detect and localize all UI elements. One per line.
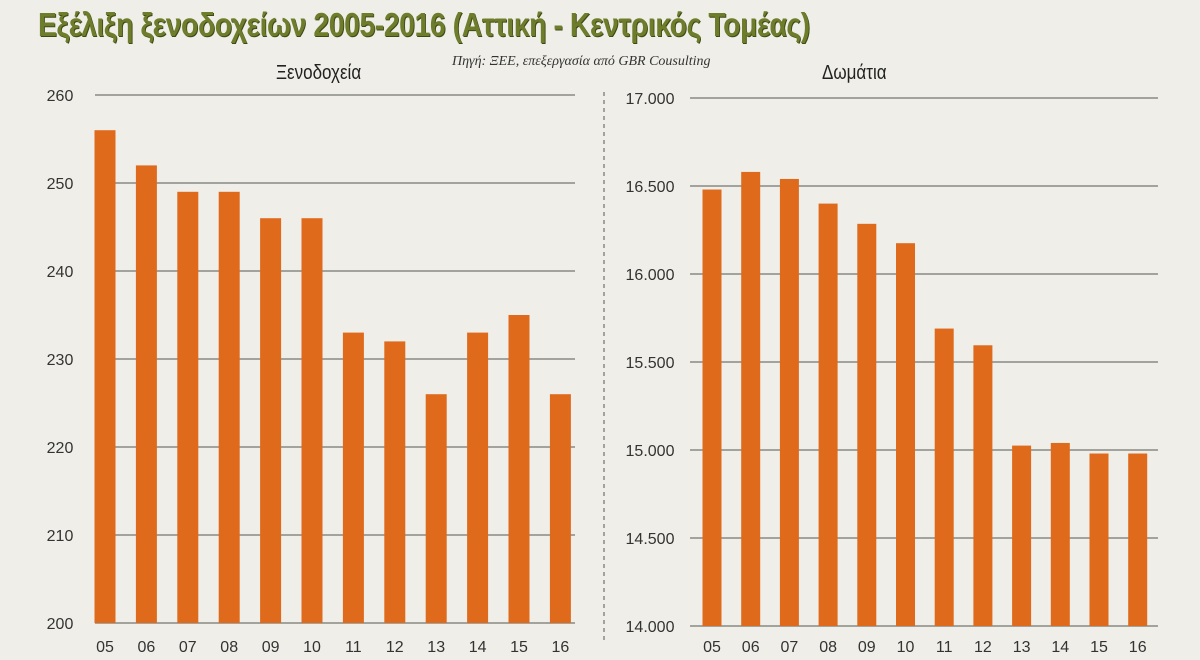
left-bar-10 [301,218,323,623]
right-x-tick-label: 05 [703,639,721,656]
right-x-tick-label: 09 [858,639,876,656]
right-x-tick-label: 12 [974,639,992,656]
right-x-tick-label: 15 [1090,639,1108,656]
right-bar-15 [1089,453,1109,626]
right-bar-07 [779,178,799,626]
left-x-tick-label: 12 [386,639,404,656]
right-y-tick-label: 15.000 [626,443,675,460]
left-bar-16 [549,394,571,623]
right-bar-05 [702,189,722,626]
right-y-tick-label: 16.000 [626,267,675,284]
left-bar-09 [260,218,282,623]
left-bar-05 [94,130,116,623]
left-bar-07 [177,191,199,624]
right-bar-11 [934,328,954,626]
left-x-tick-label: 10 [303,639,321,656]
left-x-tick-label: 05 [96,639,114,656]
left-x-tick-label: 06 [138,639,156,656]
left-y-tick-label: 200 [47,616,74,633]
right-y-tick-label: 14.000 [626,619,675,636]
right-chart-title: Δωμάτια [822,62,887,84]
right-x-tick-label: 16 [1129,639,1147,656]
left-y-tick-label: 250 [47,176,74,193]
left-x-tick-label: 15 [510,639,528,656]
left-x-tick-label: 14 [469,639,487,656]
right-x-tick-label: 07 [781,639,799,656]
right-y-tick-label: 14.500 [626,531,675,548]
left-chart-title: Ξενοδοχεία [276,62,362,84]
right-y-tick-label: 17.000 [626,91,675,108]
source-note: Πηγή: ΞΕΕ, επεξεργασία από GBR Cousultin… [452,54,711,69]
left-bar-06 [135,165,157,623]
left-bar-13 [425,394,447,623]
left-y-tick-label: 240 [47,264,74,281]
right-bar-13 [1012,445,1032,626]
left-y-tick-label: 220 [47,440,74,457]
left-x-tick-label: 16 [552,639,570,656]
right-x-tick-label: 13 [1013,639,1031,656]
right-bar-08 [818,203,838,626]
left-bar-15 [508,315,530,623]
right-bar-12 [973,345,993,626]
left-x-tick-label: 13 [427,639,445,656]
right-x-tick-label: 06 [742,639,760,656]
left-bar-08 [218,191,240,624]
right-bar-09 [857,223,877,626]
left-bar-11 [342,332,364,623]
right-x-tick-label: 08 [819,639,837,656]
right-bar-16 [1128,453,1148,626]
left-y-tick-label: 230 [47,352,74,369]
left-y-tick-label: 260 [47,88,74,105]
left-bar-12 [384,341,406,623]
left-x-tick-label: 11 [345,639,362,656]
right-y-tick-label: 15.500 [626,355,675,372]
right-y-tick-label: 16.500 [626,179,675,196]
right-bar-06 [741,171,761,627]
left-x-tick-label: 09 [262,639,280,656]
left-x-tick-label: 08 [220,639,238,656]
left-bar-14 [467,332,489,623]
left-y-tick-label: 210 [47,528,74,545]
right-x-tick-label: 14 [1051,639,1069,656]
chart-title: Εξέλιξη ξενοδοχείων 2005-2016 (Αττική - … [38,6,810,43]
right-x-tick-label: 11 [936,639,953,656]
right-x-tick-label: 10 [897,639,915,656]
right-bar-14 [1050,442,1070,626]
right-bar-10 [896,243,915,626]
left-x-tick-label: 07 [179,639,197,656]
